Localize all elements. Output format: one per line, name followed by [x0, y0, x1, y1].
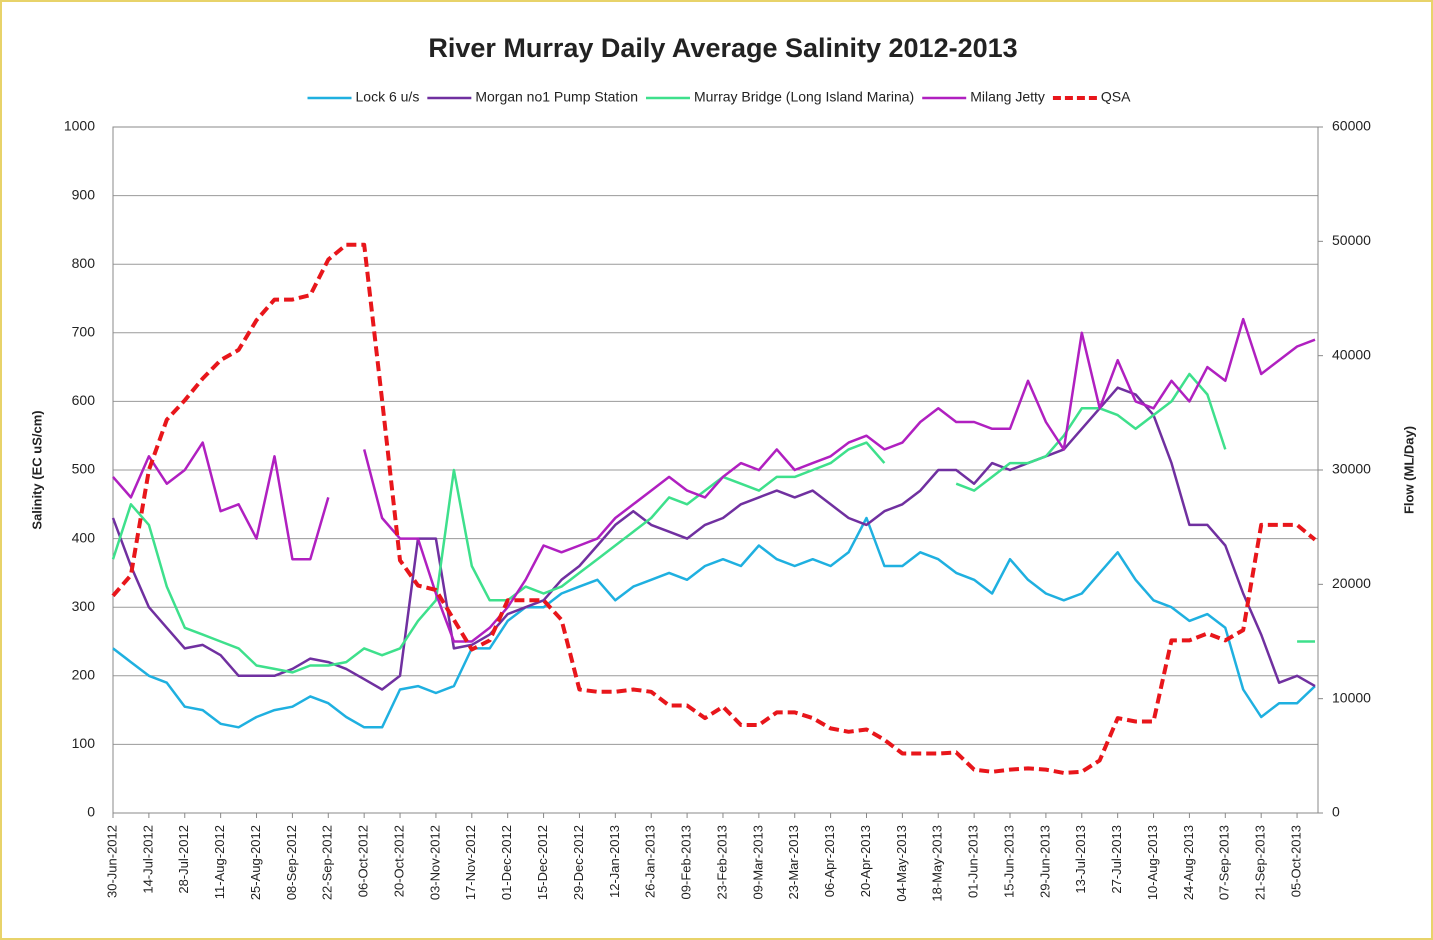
x-tick-label: 01-Dec-2012 [499, 825, 514, 900]
x-tick-label: 30-Jun-2012 [104, 825, 119, 898]
x-tick-label: 10-Aug-2013 [1145, 825, 1160, 900]
x-tick-label: 17-Nov-2012 [463, 825, 478, 900]
legend-label: QSA [1101, 89, 1131, 105]
y-tick-label: 200 [72, 667, 96, 683]
y2-tick-label: 30000 [1332, 461, 1371, 477]
y-tick-label: 800 [72, 255, 96, 271]
y-axis-title: Salinity (EC uS/cm) [29, 410, 44, 529]
x-tick-label: 06-Oct-2012 [356, 825, 371, 897]
x-tick-label: 25-Aug-2012 [248, 825, 263, 900]
x-tick-label: 20-Apr-2013 [858, 825, 873, 897]
x-tick-label: 23-Feb-2013 [714, 825, 729, 899]
x-tick-label: 08-Sep-2012 [284, 825, 299, 900]
x-tick-label: 12-Jan-2013 [607, 825, 622, 898]
x-tick-label: 13-Jul-2013 [1073, 825, 1088, 894]
x-tick-label: 23-Mar-2013 [786, 825, 801, 899]
x-tick-label: 20-Oct-2012 [391, 825, 406, 897]
x-tick-label: 27-Jul-2013 [1109, 825, 1124, 894]
x-tick-label: 09-Feb-2013 [679, 825, 694, 899]
y2-tick-label: 60000 [1332, 118, 1371, 134]
x-tick-label: 21-Sep-2013 [1253, 825, 1268, 900]
x-tick-label: 05-Oct-2013 [1288, 825, 1303, 897]
x-tick-label: 03-Nov-2012 [427, 825, 442, 900]
y-tick-label: 500 [72, 461, 96, 477]
x-tick-label: 29-Dec-2012 [571, 825, 586, 900]
x-tick-label: 09-Mar-2013 [750, 825, 765, 899]
x-tick-label: 06-Apr-2013 [822, 825, 837, 897]
y2-tick-label: 0 [1332, 804, 1340, 820]
chart-title: River Murray Daily Average Salinity 2012… [428, 33, 1017, 63]
y-tick-label: 1000 [64, 118, 95, 134]
series-line [111, 372, 1315, 674]
x-tick-label: 18-May-2013 [930, 825, 945, 902]
y2-tick-label: 10000 [1332, 689, 1371, 705]
y-tick-label: 900 [72, 186, 96, 202]
y-tick-label: 100 [72, 735, 96, 751]
x-tick-label: 15-Dec-2012 [535, 825, 550, 900]
x-tick-label: 11-Aug-2012 [212, 825, 227, 899]
series-line [111, 242, 1317, 775]
x-tick-label: 24-Aug-2013 [1181, 825, 1196, 900]
x-tick-label: 15-Jun-2013 [1001, 825, 1016, 898]
y-tick-label: 300 [72, 598, 96, 614]
x-tick-label: 07-Sep-2013 [1217, 825, 1232, 900]
x-tick-label: 14-Jul-2012 [140, 825, 155, 894]
legend-label: Milang Jetty [970, 89, 1045, 105]
x-tick-label: 29-Jun-2013 [1037, 825, 1052, 898]
y2-tick-label: 20000 [1332, 575, 1371, 591]
x-tick-label: 04-May-2013 [894, 825, 909, 902]
y2-axis-title: Flow (ML/Day) [1401, 426, 1416, 514]
x-tick-label: 01-Jun-2013 [966, 825, 981, 898]
series-line [112, 317, 1316, 643]
y-tick-label: 700 [72, 324, 96, 340]
series-line [111, 386, 1316, 691]
legend-label: Lock 6 u/s [356, 89, 420, 105]
legend-label: Murray Bridge (Long Island Marina) [694, 89, 914, 105]
series-line [112, 516, 1316, 729]
y-tick-label: 600 [72, 392, 96, 408]
x-tick-label: 22-Sep-2012 [320, 825, 335, 900]
y2-tick-label: 50000 [1332, 232, 1371, 248]
y-tick-label: 0 [87, 804, 95, 820]
y-tick-label: 400 [72, 529, 96, 545]
x-tick-label: 28-Jul-2012 [176, 825, 191, 894]
plot-frame [112, 126, 1319, 814]
y2-tick-label: 40000 [1332, 346, 1371, 362]
legend-label: Morgan no1 Pump Station [475, 89, 638, 105]
x-tick-label: 26-Jan-2013 [643, 825, 658, 898]
